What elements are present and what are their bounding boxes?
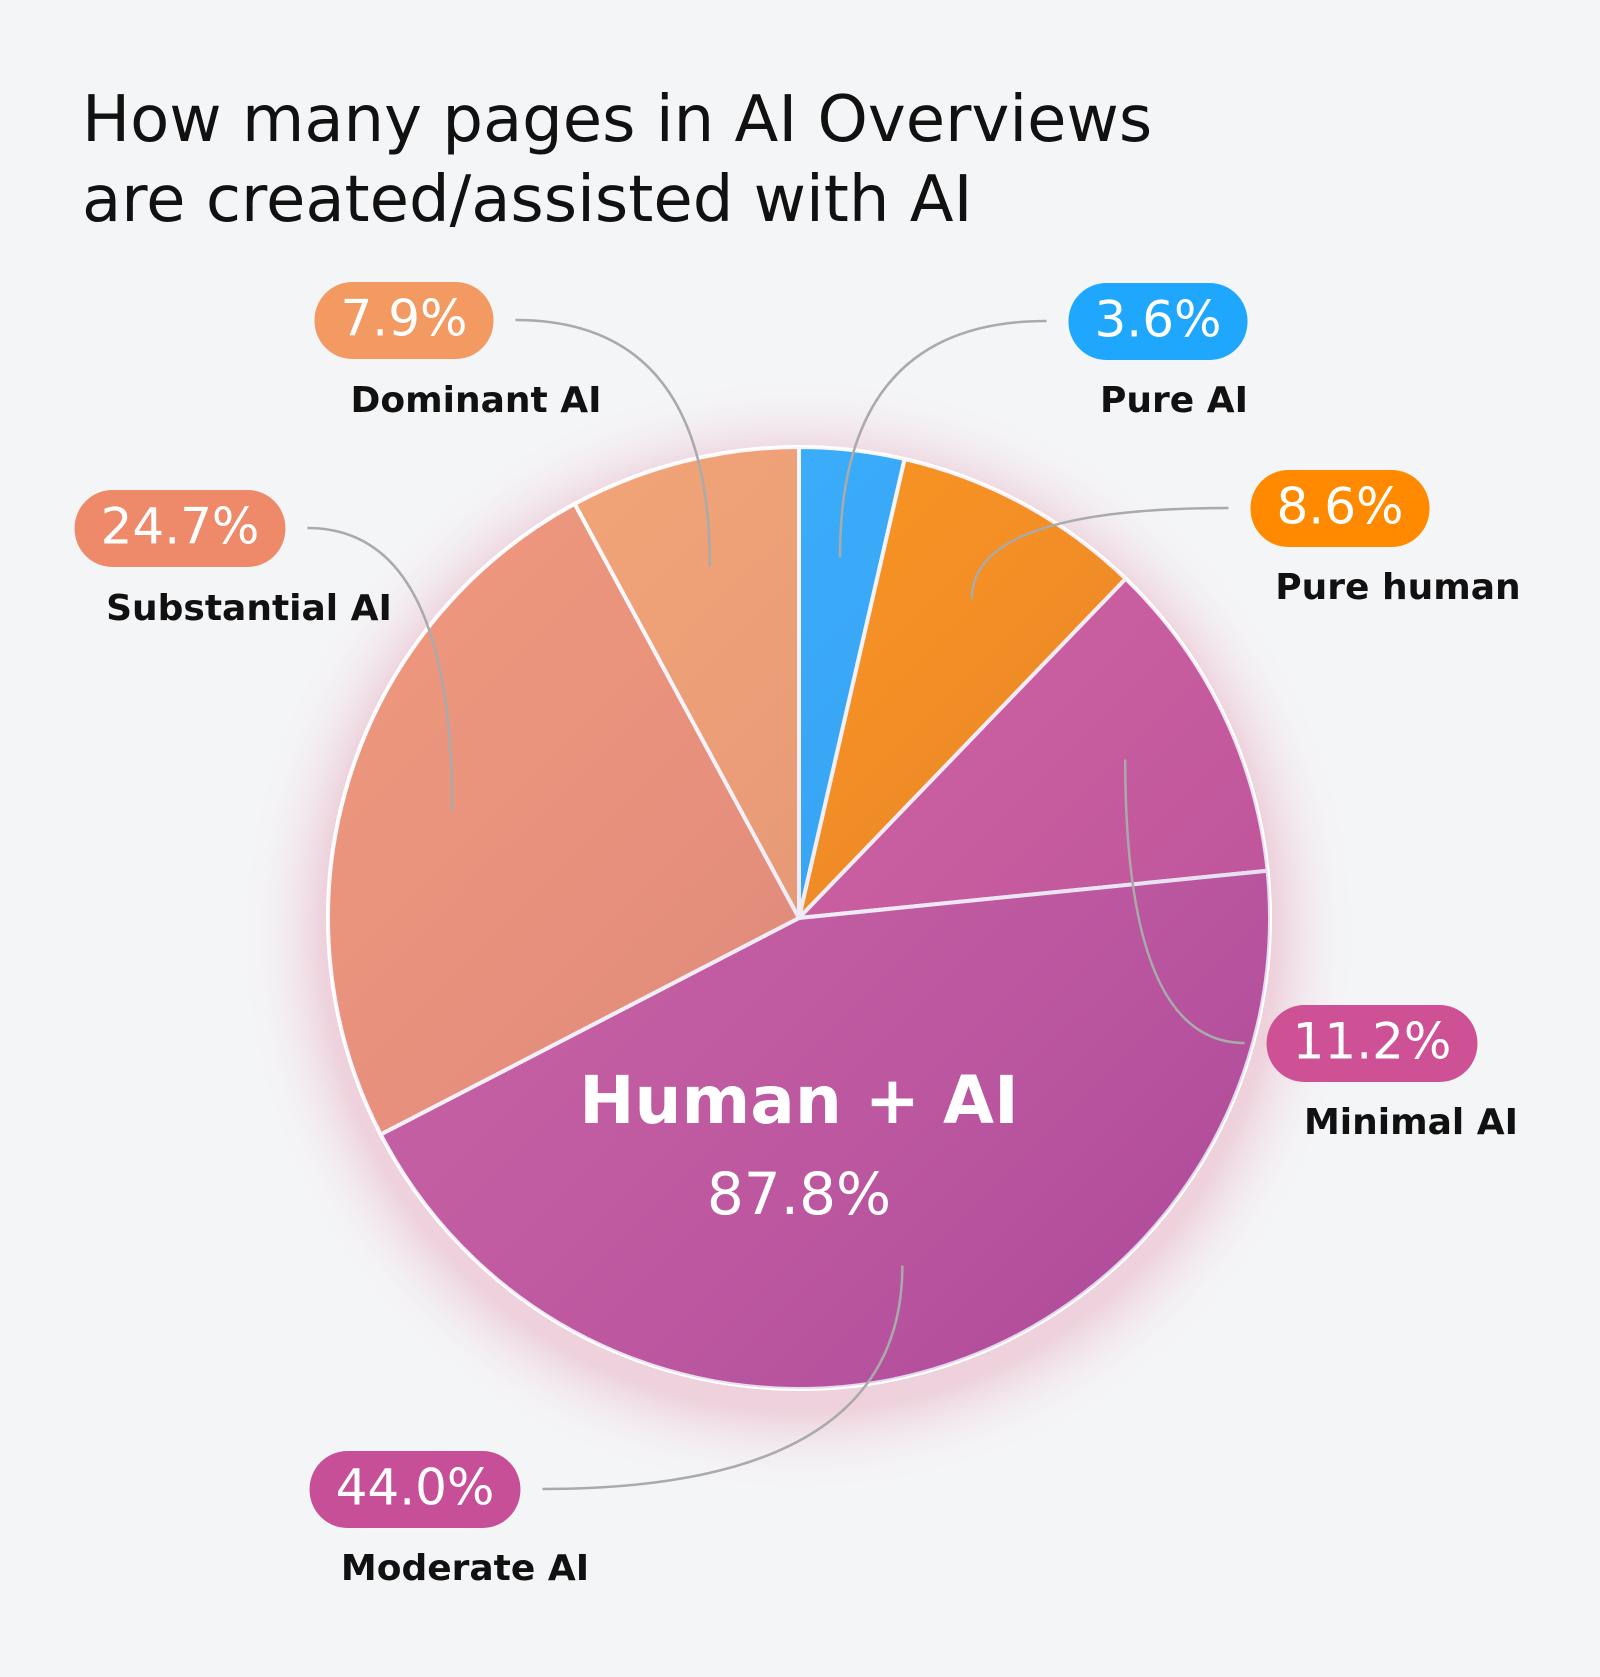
- value-label: 24.7%: [101, 498, 260, 556]
- center-value: 87.8%: [707, 1160, 891, 1228]
- leader-line: [307, 526, 454, 812]
- slice-label: 8.6% Pure human: [1250, 470, 1521, 608]
- label-pill: [1266, 1005, 1478, 1082]
- category-label: Minimal AI: [1304, 1102, 1518, 1143]
- leader-line: [970, 506, 1229, 600]
- value-label: 44.0%: [336, 1459, 495, 1517]
- value-label: 11.2%: [1293, 1013, 1452, 1071]
- slice-label: 7.9% Dominant AI: [314, 282, 602, 421]
- center-label: Human + AI: [579, 1062, 1018, 1139]
- leader-line: [838, 319, 1047, 558]
- slice-label: 3.6% Pure AI: [1068, 283, 1248, 421]
- label-pill: [74, 490, 286, 567]
- category-label: Moderate AI: [341, 1548, 589, 1589]
- leader-line: [515, 318, 712, 567]
- chart-title: How many pages in AI Overviews are create…: [82, 83, 1152, 237]
- slice-label: 44.0% Moderate AI: [309, 1451, 589, 1589]
- pie: [326, 444, 1272, 1391]
- slice-label: 11.2% Minimal AI: [1266, 1005, 1518, 1143]
- category-label: Pure human: [1275, 567, 1520, 608]
- category-label: Substantial AI: [106, 588, 392, 629]
- category-label: Dominant AI: [350, 380, 601, 421]
- value-label: 7.9%: [340, 290, 467, 348]
- leader-line: [542, 1265, 904, 1491]
- value-label: 3.6%: [1094, 291, 1221, 349]
- value-label: 8.6%: [1276, 478, 1403, 536]
- category-label: Pure AI: [1100, 380, 1248, 421]
- label-pill: [314, 282, 494, 359]
- label-pill: [1068, 283, 1248, 360]
- slice-label: 24.7% Substantial AI: [74, 490, 392, 629]
- labels: 3.6% Pure AI 8.6% Pure human 11.2% Minimal AI…: [74, 282, 1521, 1589]
- leader-line: [1123, 759, 1245, 1045]
- label-pill: [1250, 470, 1430, 547]
- label-pill: [309, 1451, 521, 1528]
